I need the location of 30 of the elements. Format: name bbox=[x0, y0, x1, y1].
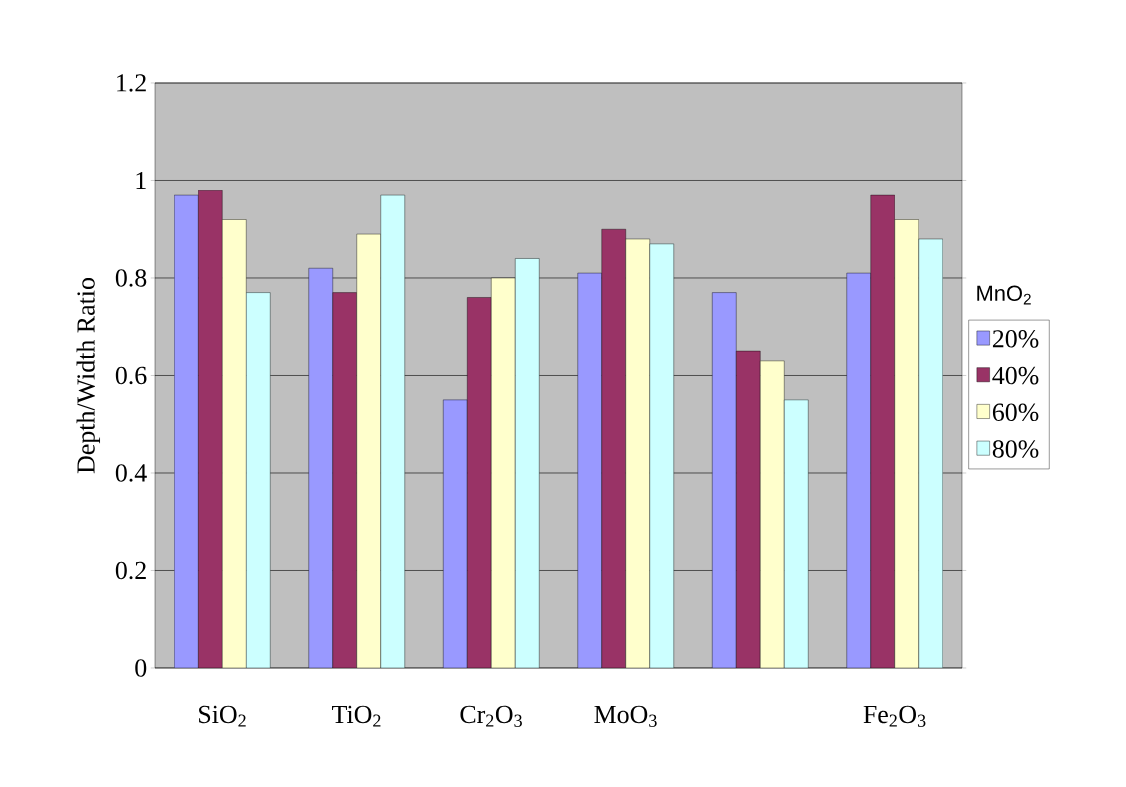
y-tick-label: 1 bbox=[136, 171, 146, 190]
bar bbox=[246, 292, 271, 668]
y-tick-label: 0.4 bbox=[115, 464, 147, 482]
x-tick-label: TiO$_{2}$ bbox=[332, 705, 381, 727]
y-tick-label: 0.2 bbox=[115, 561, 146, 580]
y-tick-label: 1.2 bbox=[117, 74, 146, 92]
legend-label: 20% bbox=[992, 330, 1039, 348]
x-tick-label: MoO$_{3}$ bbox=[594, 705, 657, 727]
bar bbox=[380, 194, 405, 668]
y-axis-title: Depth/Width Ratio bbox=[76, 278, 101, 474]
bar bbox=[649, 243, 674, 668]
x-tick-label: SiO$_{2}$ bbox=[199, 705, 246, 727]
x-tick-label: Fe$_{2}$O$_{3}$ bbox=[863, 705, 926, 727]
bar bbox=[846, 272, 871, 668]
bar bbox=[712, 292, 737, 668]
legend-label: 60% bbox=[992, 403, 1039, 422]
bar bbox=[308, 268, 333, 668]
bar bbox=[784, 399, 809, 668]
bar bbox=[918, 238, 943, 668]
bar bbox=[577, 272, 602, 668]
bar bbox=[443, 399, 468, 668]
y-tick-label: 0 bbox=[135, 659, 147, 677]
legend-title: MnO$_{2}$ bbox=[977, 285, 1031, 305]
legend-label: 40% bbox=[992, 366, 1039, 385]
x-tick-label: Cr$_{2}$O$_{3}$ bbox=[460, 705, 522, 727]
bar bbox=[174, 194, 199, 668]
legend-label: 80% bbox=[992, 440, 1039, 458]
y-tick-label: 0.6 bbox=[115, 366, 147, 385]
bar bbox=[515, 258, 540, 668]
y-tick-label: 0.8 bbox=[115, 269, 147, 287]
